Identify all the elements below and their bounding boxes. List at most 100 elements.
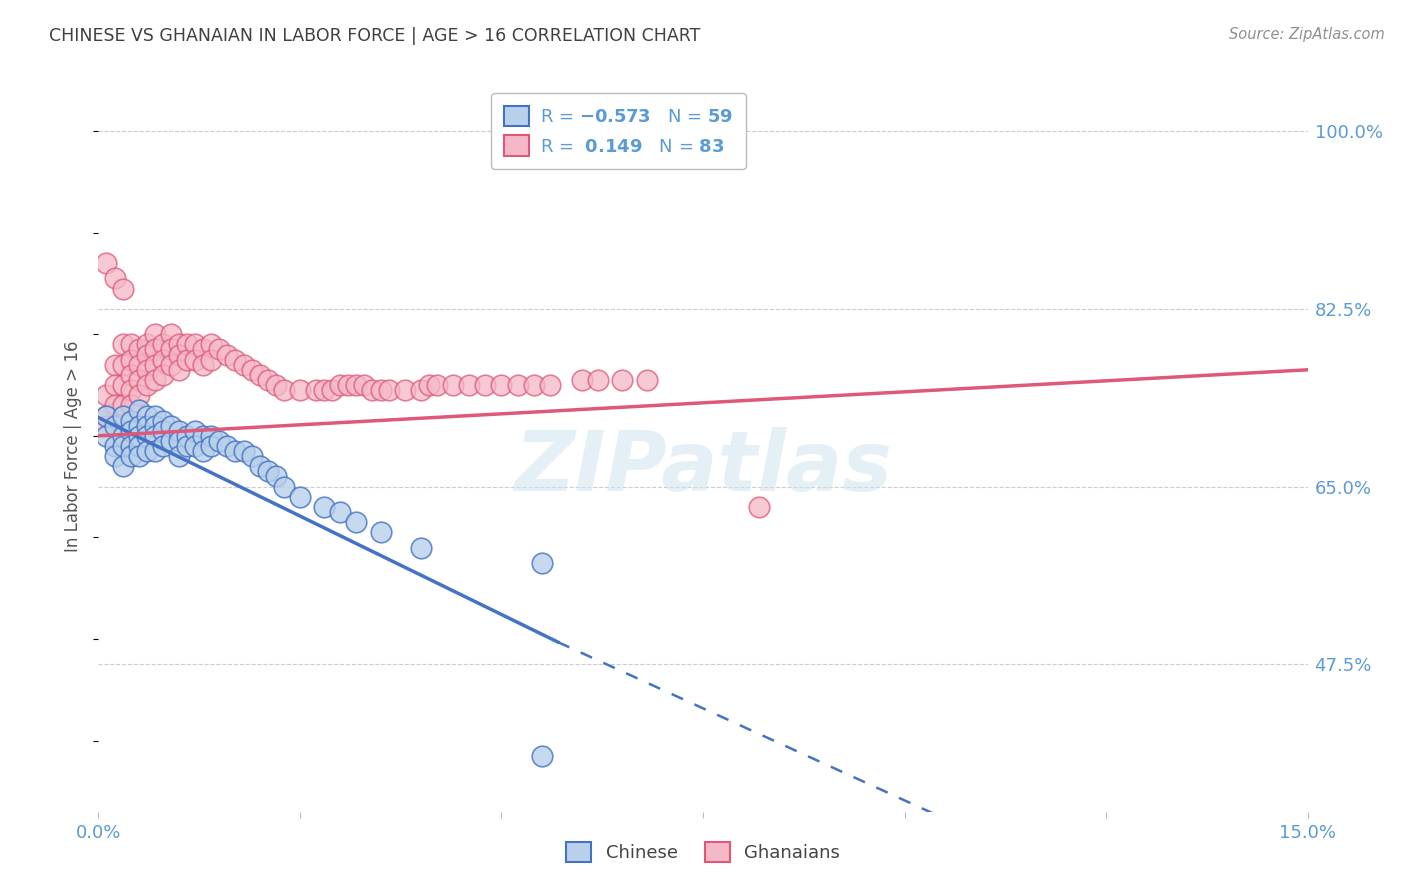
Point <box>128 449 150 463</box>
Point <box>120 383 142 397</box>
Point <box>256 373 278 387</box>
Point <box>217 347 239 362</box>
Point <box>224 352 246 367</box>
Point <box>224 444 246 458</box>
Point <box>184 352 207 367</box>
Point <box>240 449 263 463</box>
Point <box>111 337 134 351</box>
Point <box>167 424 190 438</box>
Point <box>240 363 263 377</box>
Text: CHINESE VS GHANAIAN IN LABOR FORCE | AGE > 16 CORRELATION CHART: CHINESE VS GHANAIAN IN LABOR FORCE | AGE… <box>49 27 700 45</box>
Point <box>128 439 150 453</box>
Point <box>217 439 239 453</box>
Point <box>135 444 157 458</box>
Point <box>103 378 125 392</box>
Point <box>329 505 352 519</box>
Point <box>200 429 222 443</box>
Point <box>370 383 392 397</box>
Point <box>120 352 142 367</box>
Point <box>167 363 190 377</box>
Point <box>111 281 134 295</box>
Point <box>288 490 311 504</box>
Point <box>128 418 150 433</box>
Point <box>111 409 134 423</box>
Point <box>426 378 449 392</box>
Point <box>111 378 134 392</box>
Point <box>353 378 375 392</box>
Legend: R = $\mathbf{-0.573}$   N = $\mathbf{59}$, R =  $\mathbf{0.149}$   N = $\mathbf{: R = $\mathbf{-0.573}$ N = $\mathbf{59}$,… <box>491 93 745 169</box>
Point <box>337 378 360 392</box>
Point <box>103 271 125 285</box>
Point <box>329 378 352 392</box>
Point <box>143 343 166 357</box>
Point <box>120 449 142 463</box>
Point <box>523 378 546 392</box>
Point <box>120 414 142 428</box>
Point <box>160 358 183 372</box>
Point <box>143 418 166 433</box>
Point <box>96 429 118 443</box>
Point <box>184 424 207 438</box>
Point <box>143 429 166 443</box>
Point <box>135 378 157 392</box>
Point <box>135 363 157 377</box>
Point <box>160 434 183 448</box>
Point <box>143 327 166 342</box>
Point <box>135 337 157 351</box>
Point <box>120 368 142 382</box>
Point <box>249 368 271 382</box>
Point <box>111 429 134 443</box>
Point <box>184 439 207 453</box>
Point <box>135 347 157 362</box>
Point <box>143 373 166 387</box>
Point <box>200 352 222 367</box>
Point <box>135 418 157 433</box>
Point <box>409 541 432 555</box>
Point <box>152 439 174 453</box>
Point <box>530 556 553 570</box>
Point <box>748 500 770 514</box>
Point <box>143 358 166 372</box>
Point <box>176 352 198 367</box>
Point <box>96 418 118 433</box>
Point <box>120 398 142 412</box>
Legend: Chinese, Ghanaians: Chinese, Ghanaians <box>558 834 848 870</box>
Point <box>273 383 295 397</box>
Point <box>208 434 231 448</box>
Point <box>506 378 529 392</box>
Point <box>152 424 174 438</box>
Text: ZIPatlas: ZIPatlas <box>515 427 891 508</box>
Point <box>167 337 190 351</box>
Point <box>143 409 166 423</box>
Point <box>111 439 134 453</box>
Point <box>264 378 287 392</box>
Point <box>103 439 125 453</box>
Point <box>152 368 174 382</box>
Point <box>394 383 416 397</box>
Point <box>344 378 367 392</box>
Point <box>571 373 593 387</box>
Point <box>167 449 190 463</box>
Point <box>538 378 561 392</box>
Point <box>232 444 254 458</box>
Y-axis label: In Labor Force | Age > 16: In Labor Force | Age > 16 <box>65 340 83 552</box>
Point <box>167 434 190 448</box>
Point <box>96 409 118 423</box>
Point <box>200 337 222 351</box>
Point <box>193 429 215 443</box>
Point <box>305 383 328 397</box>
Point <box>491 378 513 392</box>
Point <box>418 378 440 392</box>
Point <box>441 378 464 392</box>
Point <box>264 469 287 483</box>
Point <box>160 327 183 342</box>
Point <box>193 358 215 372</box>
Point <box>176 429 198 443</box>
Point <box>586 373 609 387</box>
Point <box>200 439 222 453</box>
Point <box>256 464 278 478</box>
Point <box>193 444 215 458</box>
Point <box>636 373 658 387</box>
Text: Source: ZipAtlas.com: Source: ZipAtlas.com <box>1229 27 1385 42</box>
Point <box>152 414 174 428</box>
